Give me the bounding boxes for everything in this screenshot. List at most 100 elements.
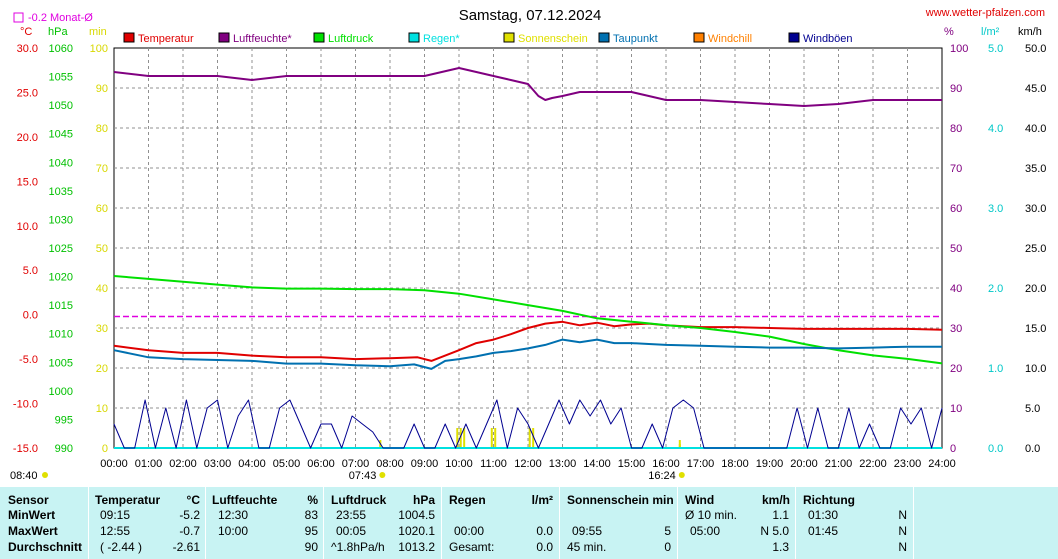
wind-tick-label: 25.0 <box>1025 243 1046 255</box>
x-tick-label: 08:00 <box>376 458 404 470</box>
temperature-tick-label: 25.0 <box>17 87 38 99</box>
legend-swatch <box>313 32 325 43</box>
stats-cell: 10:00 <box>218 524 249 538</box>
humidity-tick-label: 30 <box>950 323 962 335</box>
sunshine-bar <box>494 428 497 448</box>
humidity-tick-label: 100 <box>950 43 968 55</box>
wind-tick-label: 10.0 <box>1025 363 1046 375</box>
x-tick-label: 09:00 <box>411 458 439 470</box>
pressure-tick-label: 1010 <box>49 329 73 341</box>
wind-tick-label: 30.0 <box>1025 203 1046 215</box>
stats-header-sensor: Sensor <box>8 493 49 507</box>
wind-tick-label: 15.0 <box>1025 323 1046 335</box>
wind-tick-label: 40.0 <box>1025 123 1046 135</box>
stats-cell: 90 <box>304 540 318 554</box>
x-tick-label: 23:00 <box>894 458 922 470</box>
stats-cell: -0.7 <box>179 524 200 538</box>
x-tick-label: 00:00 <box>100 458 128 470</box>
rain-tick-label: 3.0 <box>988 203 1003 215</box>
series-line <box>113 275 943 365</box>
legend-swatch <box>598 32 610 43</box>
chart-header: Samstag, 07.12.2024 www.wetter-pfalzen.co… <box>13 7 1045 24</box>
pressure-tick-label: 1030 <box>49 214 73 226</box>
rain-tick-label: 0.0 <box>988 443 1003 455</box>
sun-icon <box>678 472 685 478</box>
plot-grid <box>113 47 943 449</box>
pressure-tick-label: 995 <box>55 414 73 426</box>
stats-cell: 12:30 <box>218 508 249 522</box>
stats-cell: ( -2.44 ) <box>100 540 143 554</box>
stats-header-wind-unit: km/h <box>761 493 790 507</box>
pressure-tick-label: 1020 <box>49 272 73 284</box>
humidity-tick-label: 80 <box>950 123 962 135</box>
x-tick-label: 21:00 <box>825 458 853 470</box>
stats-cell: N <box>898 524 907 538</box>
stats-cell: ^1.8hPa/h <box>331 540 385 554</box>
temperature-tick-label: -5.0 <box>19 354 38 366</box>
legend-label: Sonnenschein <box>518 33 588 45</box>
site-label: www.wetter-pfalzen.com <box>925 7 1045 19</box>
x-tick-label: 01:00 <box>135 458 163 470</box>
wind-tick-label: 50.0 <box>1025 43 1046 55</box>
sunshine-tick-label: 50 <box>96 243 108 255</box>
weather-chart: 00:00 01:00 02:00 03:00 04:00 05:00 06:00 07:00… <box>10 7 1046 482</box>
sunshine-unit-label: min <box>89 26 107 38</box>
stats-cell: -5.2 <box>179 508 200 522</box>
x-tick-label: 13:00 <box>549 458 577 470</box>
sunset-time-label: 16:24 <box>648 470 676 482</box>
stats-cell: Gesamt: <box>449 540 495 554</box>
wind-unit-label: km/h <box>1018 26 1042 38</box>
sunshine-tick-label: 0 <box>102 443 108 455</box>
legend-label: Luftfeuchte* <box>233 33 292 45</box>
pressure-tick-label: 1050 <box>49 100 73 112</box>
x-tick-label: 06:00 <box>307 458 335 470</box>
legend-label: Luftdruck <box>328 33 374 45</box>
pressure-tick-label: 1000 <box>49 386 73 398</box>
rain-tick-label: 4.0 <box>988 123 1003 135</box>
series-line <box>113 338 942 370</box>
sunshine-tick-label: 90 <box>96 83 108 95</box>
x-tick-label: 05:00 <box>273 458 301 470</box>
legend-swatch <box>693 32 705 43</box>
legend-swatch <box>218 32 230 43</box>
rain-tick-label: 2.0 <box>988 283 1003 295</box>
sunshine-bar <box>678 440 681 448</box>
pressure-tick-label: 1055 <box>49 72 73 84</box>
stats-cell: 1.3 <box>772 540 789 554</box>
stats-header-direction: Richtung <box>803 493 855 507</box>
sunrise-time-label: 07:43 <box>349 470 377 482</box>
pressure-tick-label: 1060 <box>49 43 73 55</box>
sunshine-bar <box>532 428 535 448</box>
humidity-tick-label: 70 <box>950 163 962 175</box>
pressure-tick-label: 1025 <box>49 243 73 255</box>
series-line <box>113 399 943 449</box>
humidity-tick-label: 50 <box>950 243 962 255</box>
series-line <box>113 320 943 362</box>
pressure-tick-label: 1040 <box>49 157 73 169</box>
pressure-tick-label: 990 <box>55 443 73 455</box>
pressure-unit-label: hPa <box>48 26 68 38</box>
stats-cell: N <box>898 540 907 554</box>
x-tick-label: 03:00 <box>204 458 232 470</box>
stats-cell: 0.0 <box>536 524 553 538</box>
temperature-tick-label: 20.0 <box>17 132 38 144</box>
stats-cell: 1.1 <box>772 508 789 522</box>
humidity-tick-label: 60 <box>950 203 962 215</box>
stats-cell: N 5.0 <box>760 524 789 538</box>
stats-row-label: MaxWert <box>8 524 58 538</box>
sunshine-tick-label: 30 <box>96 323 108 335</box>
monthly-mean-label: -0.2 Monat-Ø <box>28 12 93 24</box>
x-tick-label: 11:00 <box>480 458 507 470</box>
wind-tick-label: 35.0 <box>1025 163 1046 175</box>
stats-header-rain-unit: l/m² <box>531 493 553 507</box>
stats-header-sunshine: Sonnenschein min <box>567 493 674 507</box>
stats-header-pressure-unit: hPa <box>412 493 435 507</box>
humidity-tick-label: 10 <box>950 403 962 415</box>
sunshine-tick-label: 100 <box>90 43 108 55</box>
axes: 00:00 01:00 02:00 03:00 04:00 05:00 06:00 07:00… <box>10 26 1046 482</box>
stats-cell: 0 <box>664 540 671 554</box>
humidity-tick-label: 20 <box>950 363 962 375</box>
temperature-unit-label: °C <box>20 26 32 38</box>
humidity-tick-label: 0 <box>950 443 956 455</box>
temperature-tick-label: 5.0 <box>23 265 38 277</box>
